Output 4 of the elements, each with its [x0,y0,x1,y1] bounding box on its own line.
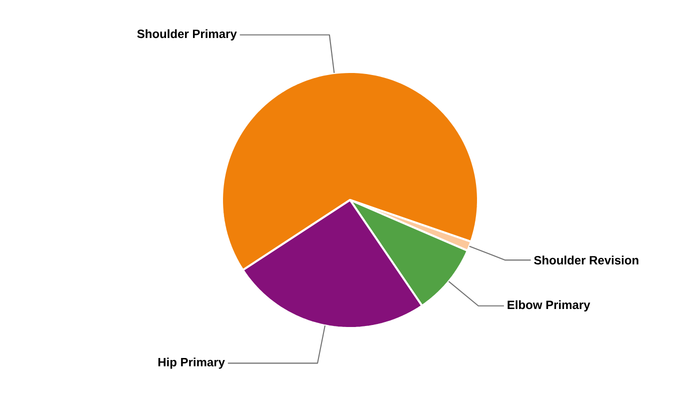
slice-label: Hip Primary [158,358,225,369]
slice-label: Elbow Primary [508,300,590,312]
slice-label: Shoulder Revision [534,256,638,264]
slice-label: Shoulder Primary [137,29,237,40]
